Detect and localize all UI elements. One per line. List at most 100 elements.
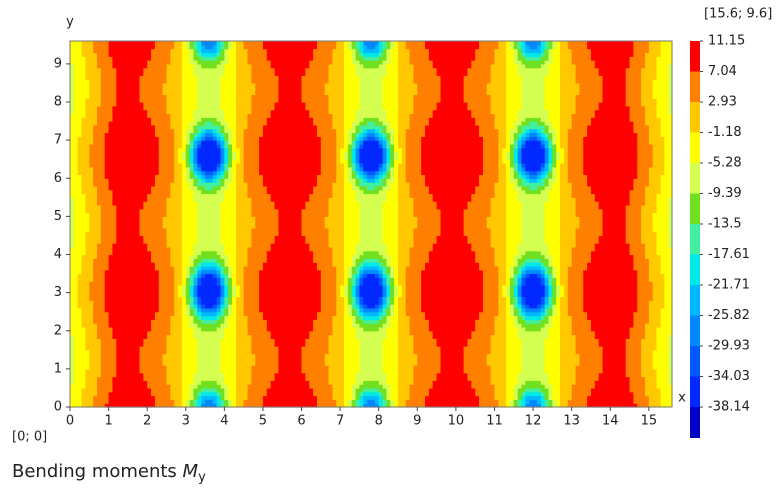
contour-band <box>166 63 183 69</box>
contour-band <box>382 48 388 54</box>
contour-band <box>189 399 195 404</box>
contour-band <box>641 239 658 244</box>
contour-band <box>648 277 665 282</box>
contour-band <box>641 372 658 378</box>
contour-band <box>409 326 430 332</box>
contour-band <box>262 174 318 179</box>
contour-band <box>560 102 577 107</box>
contour-band <box>463 79 492 84</box>
contour-band <box>409 246 434 252</box>
x-axis-label: x <box>678 391 686 406</box>
contour-band <box>648 265 662 271</box>
contour-band <box>220 52 225 57</box>
contour-band <box>70 258 83 263</box>
contour-band <box>185 296 191 301</box>
contour-band <box>197 216 222 221</box>
contour-band <box>278 212 303 217</box>
contour-band <box>77 159 90 164</box>
contour-band <box>394 265 399 271</box>
contour-band <box>529 178 538 183</box>
contour-band <box>440 361 465 366</box>
contour-band <box>536 174 542 179</box>
contour-band <box>378 128 384 134</box>
contour-band <box>517 372 550 378</box>
contour-band <box>398 254 411 259</box>
contour-band <box>506 170 511 176</box>
contour-band <box>139 216 164 221</box>
contour-band <box>235 52 249 57</box>
contour-band <box>228 151 233 156</box>
contour-band <box>363 52 380 57</box>
contour-band <box>93 265 110 271</box>
contour-band <box>544 204 561 210</box>
contour-band <box>421 269 484 275</box>
contour-band <box>652 147 665 153</box>
contour-band <box>668 63 673 69</box>
contour-band <box>548 269 553 275</box>
contour-band <box>189 143 195 149</box>
contour-band <box>185 277 191 282</box>
contour-band <box>224 300 229 305</box>
contour-band <box>235 342 252 347</box>
contour-band <box>394 147 403 153</box>
contour-band <box>189 323 198 328</box>
contour-band <box>386 71 399 76</box>
contour-band <box>544 151 550 156</box>
contour-band <box>220 307 225 313</box>
contour-band <box>648 269 662 275</box>
contour-band <box>498 155 503 160</box>
contour-band <box>544 235 561 240</box>
contour-band <box>320 159 337 164</box>
contour-band <box>93 182 110 187</box>
contour-band <box>486 86 507 92</box>
contour-band <box>436 239 469 244</box>
contour-band <box>93 277 106 282</box>
contour-band <box>154 44 175 50</box>
contour-band <box>390 143 395 149</box>
contour-band <box>305 201 330 206</box>
contour-band <box>154 41 175 46</box>
contour-band <box>575 380 596 385</box>
contour-band <box>235 391 249 397</box>
contour-band <box>224 281 229 286</box>
contour-band <box>193 319 202 324</box>
contour-band <box>216 387 225 393</box>
contour-band <box>432 384 472 389</box>
contour-band <box>77 147 90 153</box>
contour-band <box>490 349 507 355</box>
contour-band <box>93 41 110 46</box>
contour-band <box>343 102 361 107</box>
contour-band <box>251 346 279 351</box>
contour-band <box>386 391 391 397</box>
contour-band <box>70 323 83 328</box>
contour-band <box>89 296 106 301</box>
contour-band <box>235 319 249 324</box>
contour-band <box>382 231 399 237</box>
contour-band <box>517 300 523 305</box>
contour-band <box>224 391 229 397</box>
contour-band <box>320 163 337 168</box>
contour-band <box>162 82 183 88</box>
contour-band <box>151 52 171 57</box>
contour-band <box>486 361 507 366</box>
contour-band <box>97 189 114 195</box>
contour-band <box>398 170 407 176</box>
contour-band <box>409 52 430 57</box>
contour-band <box>544 315 550 320</box>
contour-band <box>382 52 388 57</box>
contour-band <box>328 71 345 76</box>
contour-band <box>544 269 550 275</box>
contour-band <box>498 296 507 301</box>
contour-band <box>521 121 530 126</box>
colorbar-band <box>690 315 700 347</box>
contour-band <box>637 166 650 172</box>
contour-band <box>343 204 361 210</box>
contour-band <box>220 44 225 50</box>
contour-band <box>70 319 83 324</box>
contour-band <box>343 239 361 244</box>
contour-band <box>525 132 530 137</box>
contour-band <box>185 132 191 137</box>
contour-band <box>583 273 638 278</box>
contour-band <box>517 319 526 324</box>
x-tick-label: 15 <box>641 414 658 429</box>
